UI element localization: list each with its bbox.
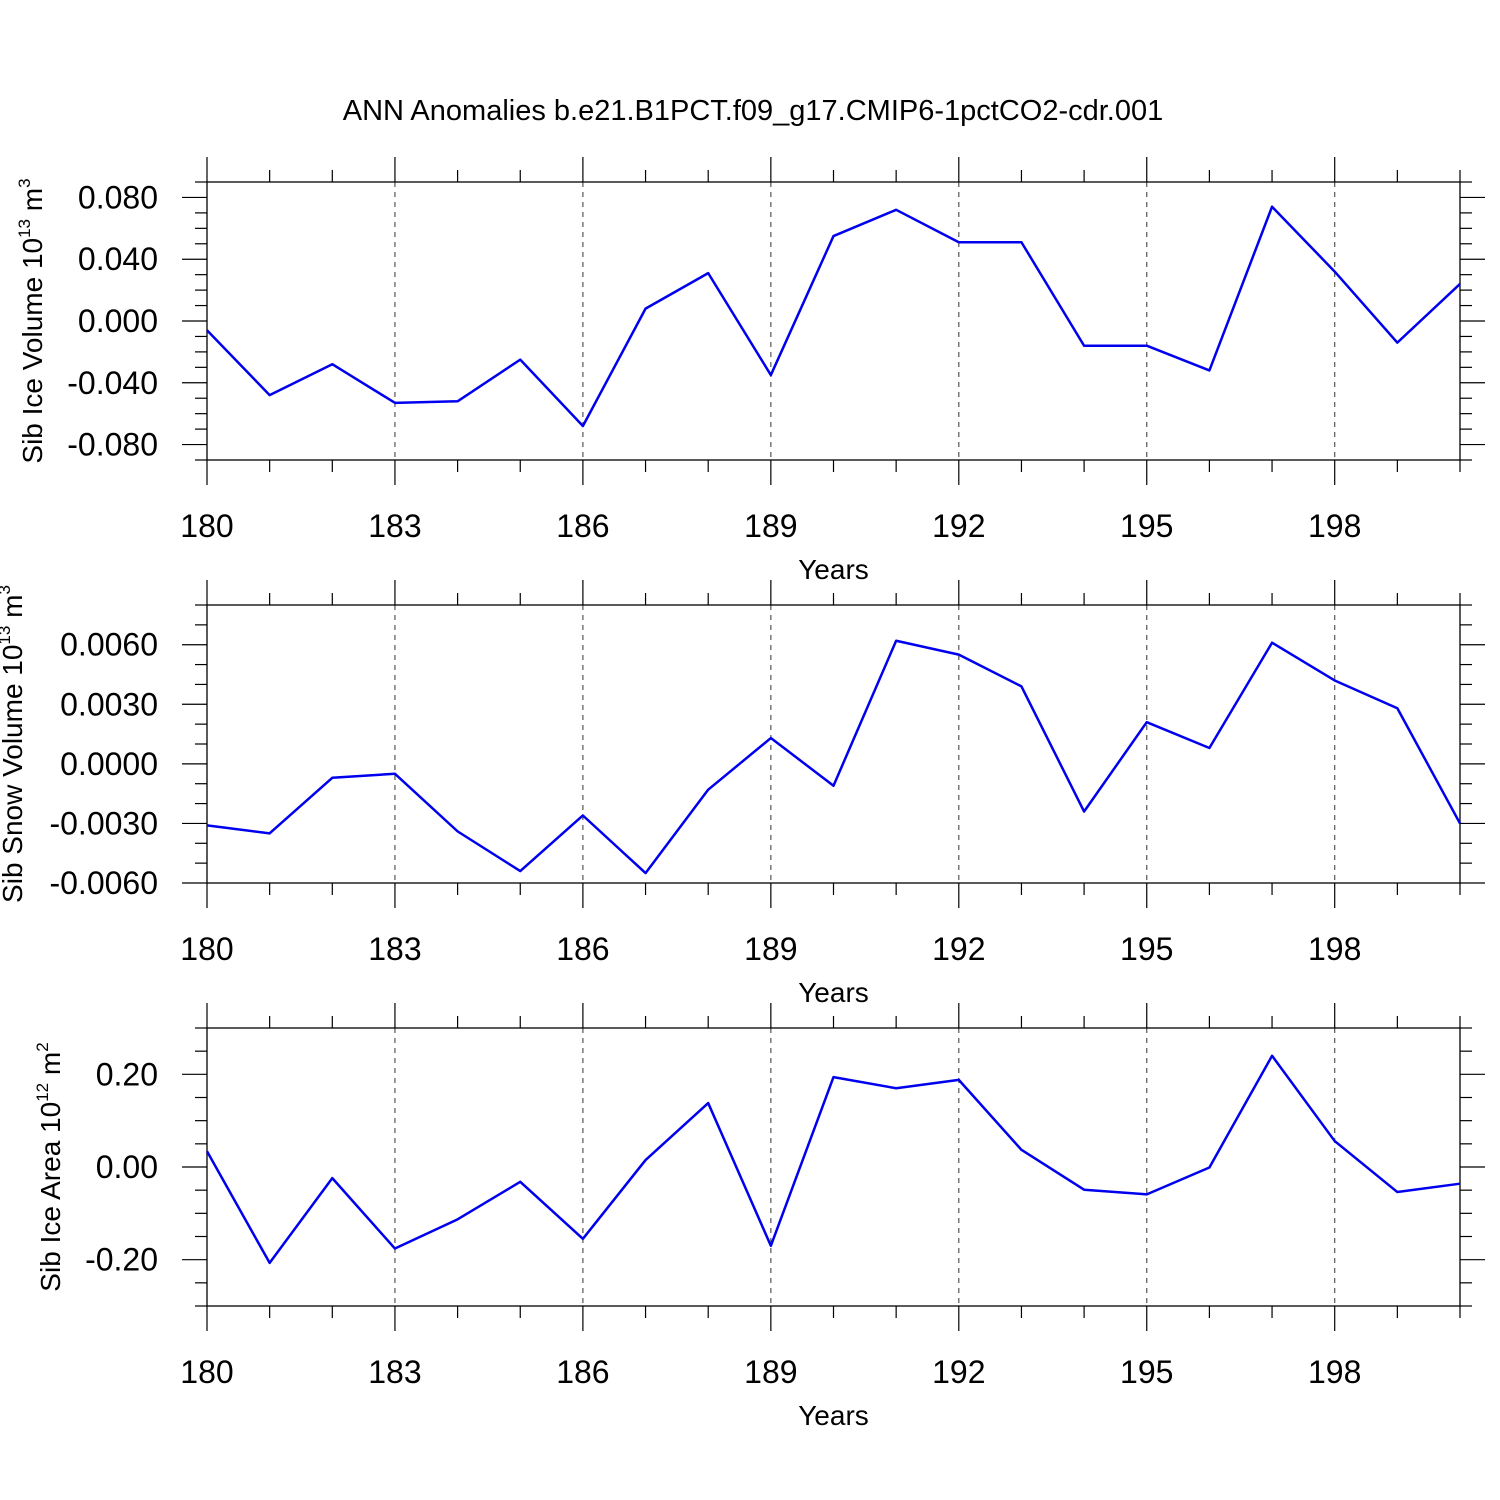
y-tick-label: 0.0030 bbox=[60, 686, 158, 722]
x-tick-label: 186 bbox=[556, 508, 609, 544]
y-tick-label: 0.0060 bbox=[60, 627, 158, 663]
x-tick-label: 195 bbox=[1120, 931, 1173, 967]
y-axis-title: Sib Snow Volume 1013 m3 bbox=[0, 585, 28, 903]
x-axis-title: Years bbox=[798, 1400, 869, 1431]
x-tick-label: 180 bbox=[180, 1354, 233, 1390]
y-axis-title-ylabel-unit-exp: 3 bbox=[0, 585, 14, 594]
y-tick-label: -0.0030 bbox=[49, 805, 158, 841]
y-tick-label: -0.0060 bbox=[49, 865, 158, 901]
panel-2: 180 183 186 189 192 195 198 -0.0060 -0.0030 0.000… bbox=[0, 580, 1485, 1008]
y-tick-label: -0.080 bbox=[67, 427, 158, 463]
panel-3: 180 183 186 189 192 195 198 -0.20 0.00 0.20 Years S… bbox=[33, 1003, 1485, 1431]
y-tick-label: -0.20 bbox=[85, 1242, 158, 1278]
y-axis-title-ylabel: Sib Ice Area 10 bbox=[35, 1102, 66, 1292]
y-axis-title-ylabel-unit: m bbox=[0, 595, 28, 626]
x-tick-label: 189 bbox=[744, 508, 797, 544]
y-axis-title-ylabel-exp: 13 bbox=[0, 626, 14, 645]
x-axis-title: Years bbox=[798, 977, 869, 1008]
x-tick-label: 183 bbox=[368, 1354, 421, 1390]
y-axis-title-ylabel-unit-exp: 3 bbox=[15, 178, 34, 187]
x-tick-label: 180 bbox=[180, 931, 233, 967]
y-axis-title-ylabel-unit: m bbox=[17, 188, 48, 219]
x-tick-label: 198 bbox=[1308, 1354, 1361, 1390]
x-tick-label: 192 bbox=[932, 931, 985, 967]
y-axis-title-ylabel-unit-exp: 2 bbox=[33, 1042, 52, 1051]
y-axis-title: Sib Ice Area 1012 m2 bbox=[33, 1042, 66, 1291]
y-axis-title: Sib Ice Volume 1013 m3 bbox=[15, 178, 48, 463]
y-tick-label: 0.20 bbox=[96, 1056, 158, 1092]
y-tick-label: 0.0000 bbox=[60, 746, 158, 782]
y-axis-title-ylabel: Sib Ice Volume 10 bbox=[17, 238, 48, 464]
x-axis-title: Years bbox=[798, 554, 869, 585]
y-axis-title-ylabel-unit: m bbox=[35, 1052, 66, 1083]
x-tick-label: 189 bbox=[744, 931, 797, 967]
chart-title: ANN Anomalies b.e21.B1PCT.f09_g17.CMIP6-… bbox=[343, 95, 1163, 127]
x-tick-label: 198 bbox=[1308, 508, 1361, 544]
y-axis-title-ylabel: Sib Snow Volume 10 bbox=[0, 645, 28, 903]
x-tick-label: 186 bbox=[556, 1354, 609, 1390]
y-axis-title-ylabel-exp: 12 bbox=[33, 1083, 52, 1102]
x-tick-label: 180 bbox=[180, 508, 233, 544]
y-tick-label: 0.000 bbox=[78, 303, 158, 339]
y-tick-label: 0.040 bbox=[78, 241, 158, 277]
x-tick-label: 186 bbox=[556, 931, 609, 967]
y-tick-label: -0.040 bbox=[67, 365, 158, 401]
x-tick-label: 198 bbox=[1308, 931, 1361, 967]
x-tick-label: 183 bbox=[368, 508, 421, 544]
x-tick-label: 195 bbox=[1120, 1354, 1173, 1390]
y-tick-label: 0.080 bbox=[78, 179, 158, 215]
panel-1: 180 183 186 189 192 195 198 -0.080 -0.040 0.000 0.… bbox=[15, 157, 1485, 585]
x-tick-label: 192 bbox=[932, 1354, 985, 1390]
y-tick-label: 0.00 bbox=[96, 1149, 158, 1185]
x-tick-label: 192 bbox=[932, 508, 985, 544]
x-tick-label: 183 bbox=[368, 931, 421, 967]
x-tick-label: 189 bbox=[744, 1354, 797, 1390]
y-axis-title-ylabel-exp: 13 bbox=[15, 219, 34, 238]
x-tick-label: 195 bbox=[1120, 508, 1173, 544]
